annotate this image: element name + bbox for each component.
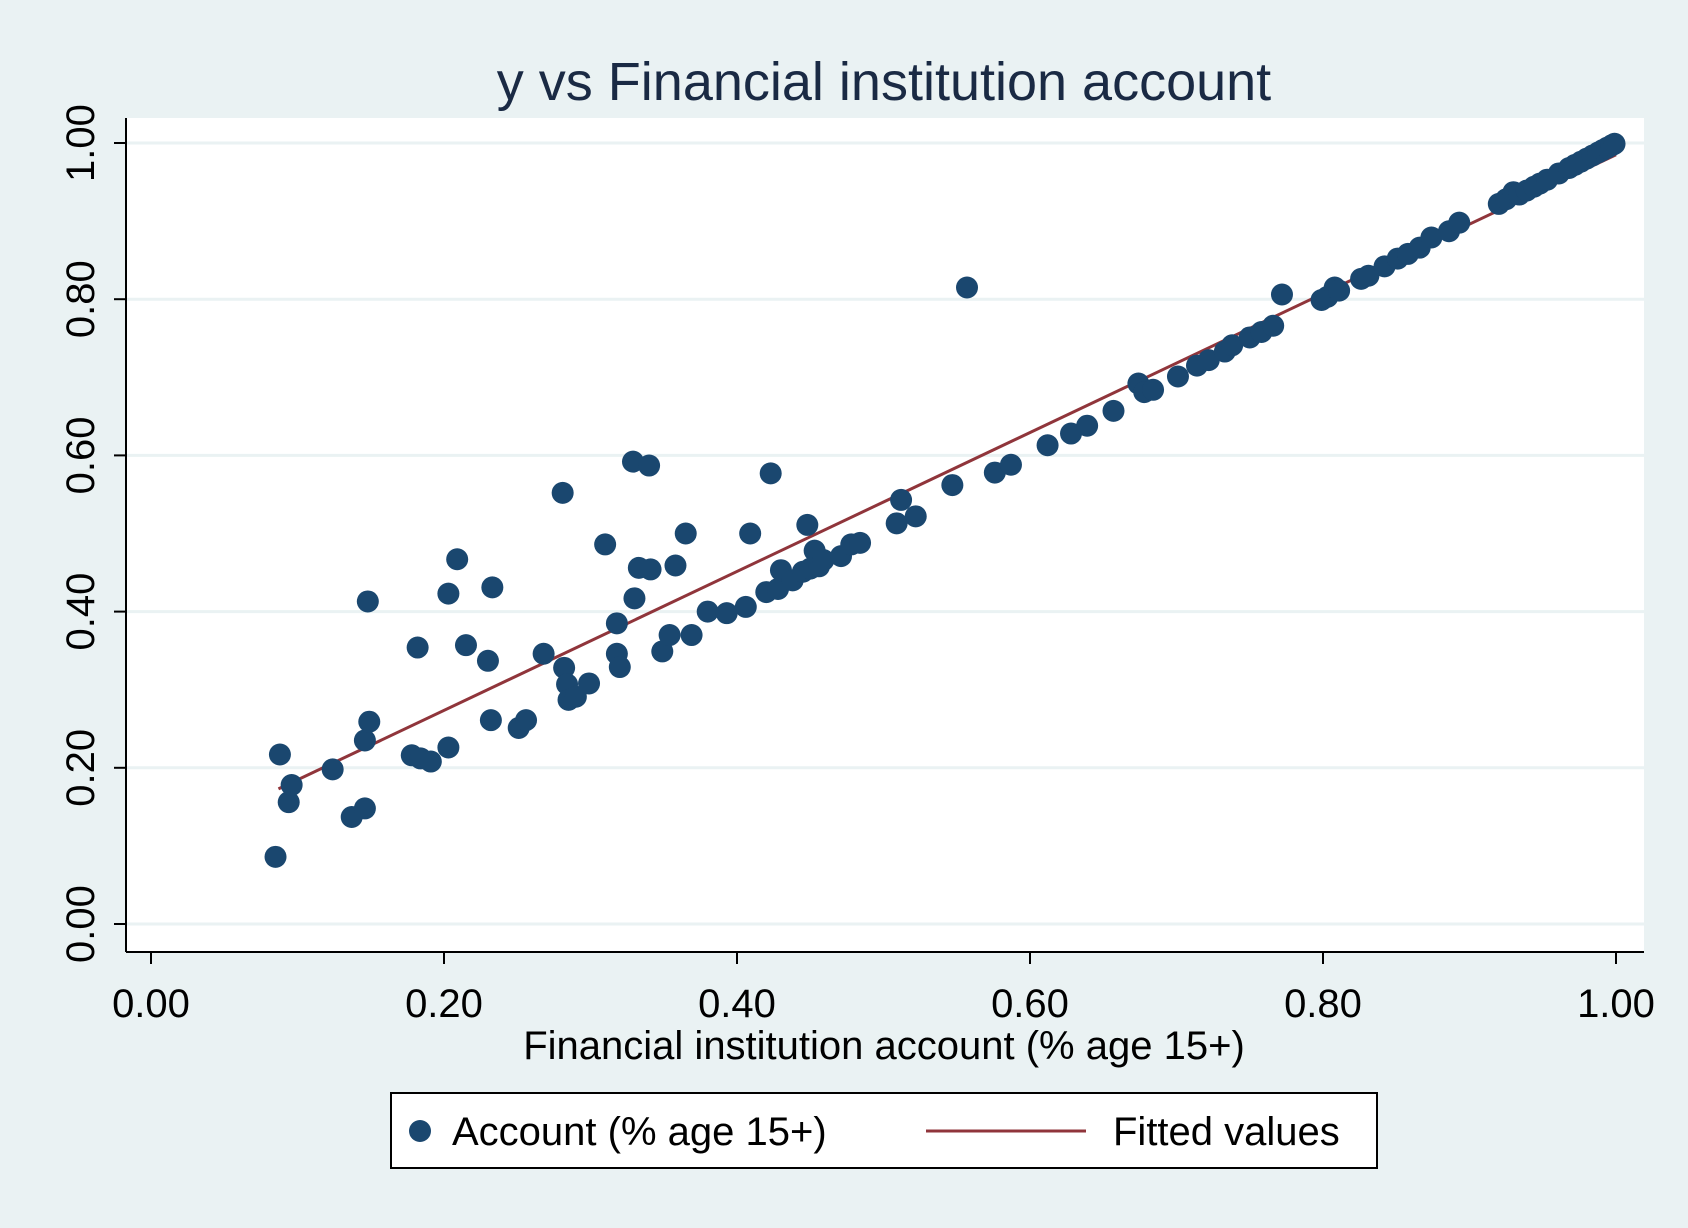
- y-tick-label-3: 0.60: [59, 416, 103, 494]
- scatter-point-35: [623, 587, 646, 610]
- scatter-point-45: [715, 602, 738, 625]
- axes: [114, 118, 1644, 964]
- scatter-point-42: [674, 522, 697, 545]
- y-tick-label-1: 0.20: [59, 729, 103, 807]
- scatter-point-2: [277, 791, 300, 814]
- scatter-point-64: [904, 505, 927, 528]
- scatter-point-30: [594, 533, 617, 556]
- scatter-point-71: [1076, 414, 1099, 437]
- x-tick-label-0: 0.00: [112, 982, 190, 1026]
- scatter-point-0: [264, 845, 287, 868]
- scatter-point-39: [651, 640, 674, 663]
- chart-title: y vs Financial institution account: [497, 52, 1271, 112]
- scatter-point-68: [999, 453, 1022, 476]
- scatter-point-54: [796, 513, 819, 536]
- legend-box: [390, 1092, 1378, 1169]
- scatter-point-18: [476, 649, 499, 672]
- x-tick-label-5: 1.00: [1577, 982, 1655, 1026]
- scatter-point-24: [551, 481, 574, 504]
- scatter-point-23: [532, 642, 555, 665]
- scatter-point-46: [734, 595, 757, 618]
- scatter-point-49: [759, 462, 782, 485]
- scatter-point-44: [696, 600, 719, 623]
- y-tick-label-2: 0.40: [59, 573, 103, 651]
- scatter-point-116: [1603, 132, 1626, 155]
- y-tick-labels: 0.00 0.20 0.40 0.60 0.80 1.00: [59, 104, 103, 963]
- scatter-point-62: [885, 512, 908, 535]
- scatter-point-31: [605, 612, 628, 635]
- legend-marker-account: [409, 1120, 431, 1142]
- scatter-point-84: [1270, 283, 1293, 306]
- y-tick-label-4: 0.80: [59, 260, 103, 338]
- legend-label-account: Account (% age 15+): [452, 1110, 827, 1154]
- x-tick-labels: 0.00 0.20 0.40 0.60 0.80 1.00: [112, 982, 1655, 1026]
- x-tick-label-4: 0.80: [1284, 982, 1362, 1026]
- scatter-point-97: [1448, 211, 1471, 234]
- x-tick-label-2: 0.40: [698, 982, 776, 1026]
- scatter-point-80: [1221, 334, 1244, 357]
- scatter-point-63: [890, 488, 913, 511]
- x-tick-label-1: 0.20: [405, 982, 483, 1026]
- scatter-point-72: [1102, 399, 1125, 422]
- scatter-point-88: [1328, 279, 1351, 302]
- x-axis-label: Financial institution account (% age 15+…: [523, 1024, 1245, 1068]
- scatter-point-7: [353, 729, 376, 752]
- scatter-point-6: [353, 797, 376, 820]
- x-tick-label-3: 0.60: [991, 982, 1069, 1026]
- scatter-point-61: [849, 531, 872, 554]
- scatter-point-29: [578, 672, 601, 695]
- scatter-point-15: [437, 736, 460, 759]
- scatter-point-76: [1166, 365, 1189, 388]
- scatter-point-78: [1197, 349, 1220, 372]
- scatter-point-69: [1036, 434, 1059, 457]
- scatter-point-75: [1142, 378, 1165, 401]
- scatter-point-33: [608, 656, 631, 679]
- scatter-point-37: [638, 454, 661, 477]
- scatter-point-58: [812, 549, 835, 572]
- legend: Account (% age 15+) Fitted values: [390, 1092, 1378, 1169]
- scatter-point-16: [446, 548, 469, 571]
- scatter-point-19: [479, 709, 502, 732]
- scatter-point-43: [680, 624, 703, 647]
- y-tick-label-0: 0.00: [59, 885, 103, 963]
- scatter-point-40: [658, 624, 681, 647]
- scatter-point-83: [1262, 314, 1285, 337]
- scatter-point-20: [481, 576, 504, 599]
- scatter-point-1: [268, 743, 291, 766]
- scatter-point-65: [941, 474, 964, 497]
- scatter-point-90: [1357, 264, 1380, 287]
- scatter-point-13: [419, 750, 442, 773]
- scatter-points: [264, 132, 1626, 868]
- scatter-point-22: [515, 709, 538, 732]
- scatter-point-25: [553, 656, 576, 679]
- scatter-point-9: [358, 710, 381, 733]
- scatter-point-3: [280, 773, 303, 796]
- scatter-point-95: [1420, 226, 1443, 249]
- scatter-point-11: [406, 636, 429, 659]
- grid-lines: [126, 141, 1644, 926]
- scatter-point-8: [356, 590, 379, 613]
- scatter-point-4: [321, 758, 344, 781]
- scatter-point-38: [639, 558, 662, 581]
- legend-label-fitted: Fitted values: [1113, 1110, 1340, 1154]
- scatter-point-41: [664, 554, 687, 577]
- y-tick-label-5: 1.00: [59, 104, 103, 182]
- scatter-point-47: [739, 522, 762, 545]
- scatter-point-66: [956, 276, 979, 299]
- scatter-point-14: [437, 582, 460, 605]
- scatter-point-17: [454, 634, 477, 657]
